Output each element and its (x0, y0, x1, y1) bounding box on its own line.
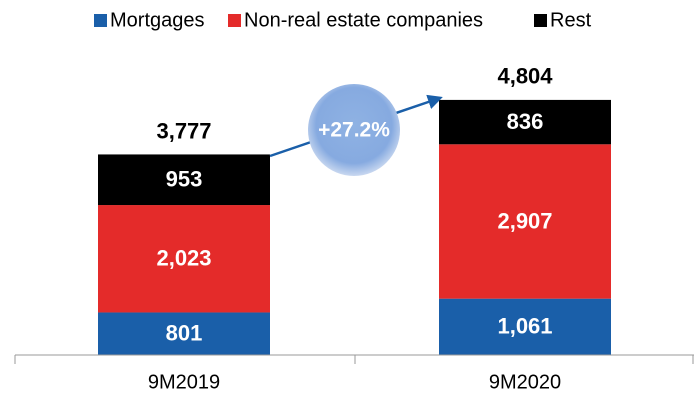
data-label: 953 (166, 167, 203, 192)
bar-segment (98, 312, 270, 355)
legend: Mortgages Non-real estate companies Rest (94, 9, 592, 31)
data-label: 2,023 (156, 246, 211, 271)
bar-segment (439, 144, 611, 299)
legend-label: Rest (550, 9, 592, 31)
bar-segment (98, 154, 270, 206)
legend-swatch (228, 14, 241, 27)
growth-bubble (308, 84, 400, 176)
legend-label: Mortgages (110, 9, 205, 31)
plot-area: 801 2,023 953 3,777 1,061 2,907 836 4,804 (98, 64, 611, 355)
annotation: +27.2% (318, 119, 390, 142)
total-label: 3,777 (156, 118, 211, 143)
bar-segment (439, 99, 611, 145)
bar-segment (439, 298, 611, 355)
legend-swatch (534, 14, 547, 27)
legend-swatch (94, 14, 107, 27)
x-tick-label: 9M2020 (489, 371, 561, 393)
bar-segment (98, 205, 270, 313)
data-label: 2,907 (497, 208, 552, 233)
data-label: 836 (507, 109, 544, 134)
data-label: 801 (166, 321, 203, 346)
total-label: 4,804 (497, 64, 553, 89)
data-label: 1,061 (497, 314, 552, 339)
legend-label: Non-real estate companies (244, 9, 483, 31)
x-tick-label: 9M2019 (148, 371, 220, 393)
